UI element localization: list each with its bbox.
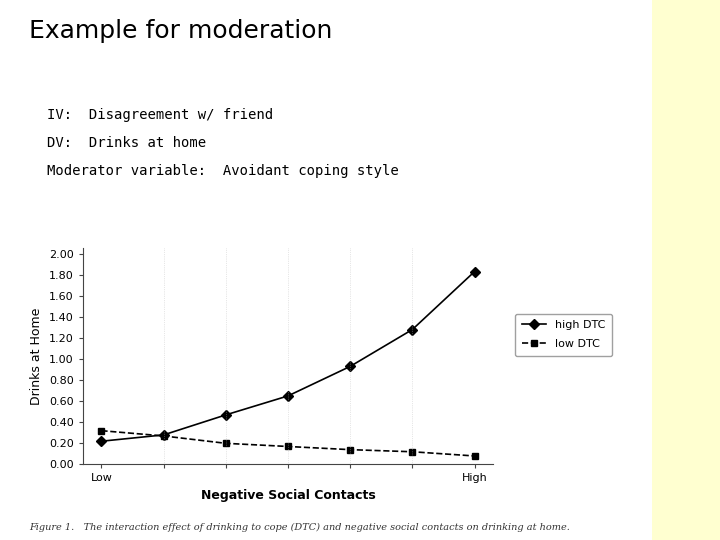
high DTC <box>222 411 230 418</box>
Y-axis label: Drinks at Home: Drinks at Home <box>30 308 43 405</box>
high DTC <box>159 431 168 438</box>
Text: Figure 1.   The interaction effect of drinking to cope (DTC) and negative social: Figure 1. The interaction effect of drin… <box>29 523 570 532</box>
high DTC <box>284 393 292 399</box>
Line: low DTC: low DTC <box>98 427 478 460</box>
low DTC <box>284 443 292 450</box>
low DTC <box>346 447 354 453</box>
Text: DV:  Drinks at home: DV: Drinks at home <box>47 136 206 150</box>
Text: Example for moderation: Example for moderation <box>29 19 332 43</box>
X-axis label: Negative Social Contacts: Negative Social Contacts <box>201 489 375 502</box>
low DTC <box>97 428 106 434</box>
high DTC <box>346 363 354 370</box>
high DTC <box>97 438 106 444</box>
low DTC <box>408 449 417 455</box>
low DTC <box>222 440 230 447</box>
high DTC <box>470 268 479 275</box>
Text: IV:  Disagreement w/ friend: IV: Disagreement w/ friend <box>47 108 273 122</box>
low DTC <box>159 433 168 439</box>
Line: high DTC: high DTC <box>98 268 478 445</box>
low DTC <box>470 453 479 459</box>
Text: Moderator variable:  Avoidant coping style: Moderator variable: Avoidant coping styl… <box>47 164 399 178</box>
Legend: high DTC, low DTC: high DTC, low DTC <box>516 314 612 356</box>
high DTC <box>408 326 417 333</box>
